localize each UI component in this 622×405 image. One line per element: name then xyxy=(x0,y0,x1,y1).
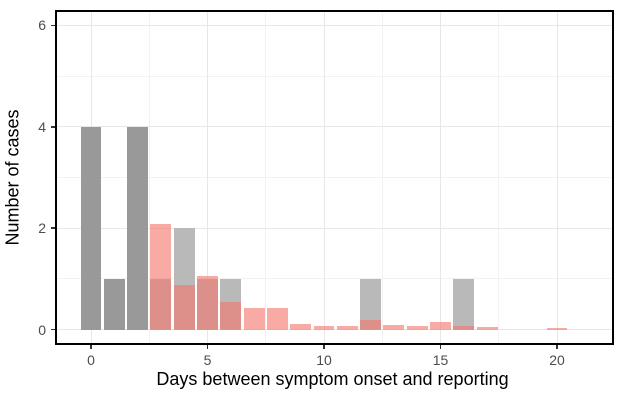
x-axis-title: Days between symptom onset and reporting xyxy=(156,369,509,389)
x-tick-label: 10 xyxy=(316,352,332,368)
cases-pink-overlay-histogram-bar xyxy=(336,325,358,330)
cases-pink-overlay-histogram-bar xyxy=(173,285,195,330)
cases-dark-gray-histogram-bar xyxy=(103,278,125,330)
cases-dark-gray-histogram-bar xyxy=(80,126,102,330)
y-tick-mark xyxy=(51,328,55,331)
y-tick-mark xyxy=(51,227,55,229)
cases-pink-overlay-histogram-bar xyxy=(406,325,428,330)
cases-pink-overlay-histogram-bar xyxy=(313,326,335,330)
y-axis-title: Number of cases xyxy=(2,109,23,246)
x-tick-mark xyxy=(439,345,442,349)
plot-panel xyxy=(55,10,614,345)
y-tick-label: 6 xyxy=(38,17,46,34)
cases-pink-overlay-histogram-bar xyxy=(383,325,405,330)
y-major-gridline xyxy=(57,227,612,229)
y-minor-gridline xyxy=(57,177,612,178)
cases-pink-overlay-histogram-bar xyxy=(476,326,498,330)
x-tick-mark xyxy=(323,345,325,349)
y-tick-label: 4 xyxy=(38,118,46,135)
y-tick-label: 0 xyxy=(38,321,46,338)
cases-dark-gray-histogram-bar xyxy=(127,126,149,330)
y-minor-gridline xyxy=(57,75,612,77)
x-tick-mark xyxy=(206,345,209,349)
y-tick-label: 2 xyxy=(38,220,46,237)
cases-pink-overlay-histogram-bar xyxy=(453,326,475,330)
cases-pink-overlay-histogram-bar xyxy=(290,324,312,330)
cases-pink-overlay-histogram-bar xyxy=(150,224,172,330)
x-major-gridline xyxy=(556,12,558,343)
cases-pink-overlay-histogram-bar xyxy=(220,302,242,330)
x-major-gridline xyxy=(207,12,208,343)
y-minor-gridline xyxy=(57,278,612,280)
cases-light-gray-histogram-bar xyxy=(453,278,475,330)
cases-pink-overlay-histogram-bar xyxy=(197,276,218,330)
x-tick-mark xyxy=(90,345,92,349)
x-tick-label: 15 xyxy=(432,352,449,368)
x-tick-label: 20 xyxy=(549,352,565,368)
x-major-gridline xyxy=(323,12,325,343)
cases-pink-overlay-histogram-bar xyxy=(546,327,568,330)
cases-pink-overlay-histogram-bar xyxy=(266,307,288,330)
x-major-gridline xyxy=(440,12,441,343)
x-tick-label: 5 xyxy=(203,352,212,368)
y-tick-mark xyxy=(51,24,55,27)
x-tick-label: 0 xyxy=(87,352,95,368)
y-major-gridline xyxy=(57,126,612,128)
x-tick-mark xyxy=(556,345,558,349)
y-major-gridline xyxy=(57,24,612,26)
cases-light-gray-histogram-bar xyxy=(360,278,382,330)
cases-pink-overlay-histogram-bar xyxy=(360,320,382,330)
y-major-gridline xyxy=(57,329,612,331)
cases-pink-overlay-histogram-bar xyxy=(430,322,451,330)
y-tick-mark xyxy=(51,126,55,128)
cases-pink-overlay-histogram-bar xyxy=(243,307,265,330)
